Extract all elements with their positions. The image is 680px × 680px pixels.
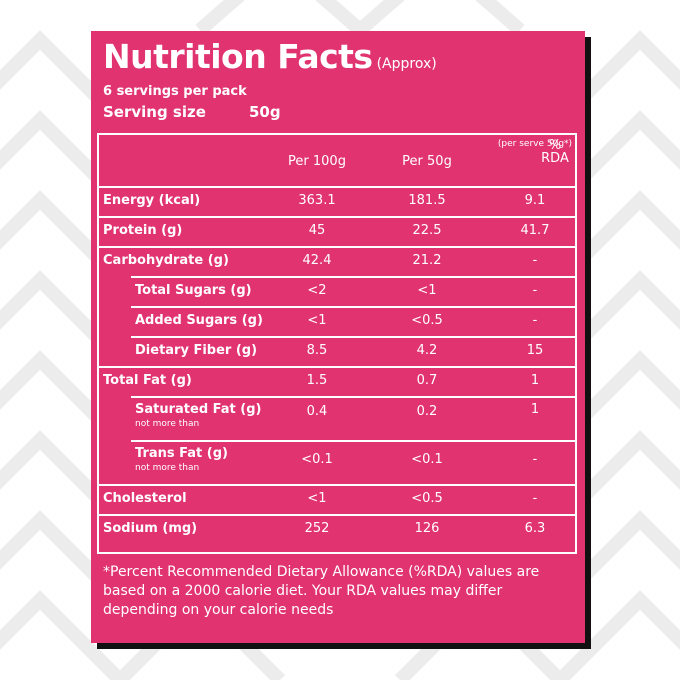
row-note: not more than: [135, 463, 200, 473]
value-rda: -: [532, 313, 538, 328]
divider: [131, 336, 575, 338]
value-rda: 1: [530, 373, 540, 388]
value-per-50g: <0.5: [411, 313, 443, 328]
value-per-100g: 45: [308, 223, 326, 238]
value-rda: -: [532, 253, 538, 268]
row-label: Energy (kcal): [103, 193, 201, 208]
value-per-50g: 181.5: [408, 193, 446, 208]
row-label: Total Sugars (g): [135, 283, 252, 298]
row-label: Dietary Fiber (g): [135, 343, 258, 358]
value-rda: 1: [530, 402, 540, 417]
rda-note: (per serve 50g*): [497, 139, 573, 149]
row-label: Sodium (mg): [103, 521, 198, 536]
rda-label: % RDA: [541, 138, 569, 166]
value-per-100g: 42.4: [302, 253, 332, 268]
value-per-50g: <0.5: [411, 491, 443, 506]
title-row: Nutrition Facts (Approx): [103, 37, 437, 76]
value-per-100g: 1.5: [306, 373, 328, 388]
value-per-50g: 126: [414, 521, 440, 536]
row-label: Cholesterol: [103, 491, 187, 506]
serving-size: Serving size 50g: [103, 103, 281, 121]
value-rda: 15: [526, 343, 544, 358]
divider: [131, 440, 575, 442]
row-label: Saturated Fat (g): [135, 402, 262, 417]
value-rda: -: [532, 283, 538, 298]
row-label: Carbohydrate (g): [103, 253, 229, 268]
value-rda: 41.7: [520, 223, 550, 238]
value-per-50g: 21.2: [412, 253, 442, 268]
row-label: Added Sugars (g): [135, 313, 263, 328]
serving-size-value: 50g: [249, 103, 281, 121]
row-label: Protein (g): [103, 223, 183, 238]
divider: [99, 186, 575, 188]
value-per-100g: 0.4: [306, 404, 328, 419]
value-per-50g: 22.5: [412, 223, 442, 238]
nutrition-table: Per 100g Per 50g % RDA (per serve 50g*) …: [97, 133, 577, 554]
value-per-100g: <0.1: [301, 452, 333, 467]
table-header: Per 100g Per 50g % RDA (per serve 50g*): [99, 135, 575, 188]
value-per-50g: 0.2: [416, 404, 438, 419]
divider: [99, 514, 575, 516]
servings-per-pack: 6 servings per pack: [103, 84, 247, 99]
divider: [131, 306, 575, 308]
divider: [99, 216, 575, 218]
value-per-100g: 252: [304, 521, 330, 536]
value-per-100g: 8.5: [306, 343, 328, 358]
value-per-100g: <1: [307, 313, 327, 328]
column-header-per-100g: Per 100g: [288, 154, 346, 169]
value-rda: -: [532, 452, 538, 467]
row-label: Total Fat (g): [103, 373, 192, 388]
value-per-100g: <1: [307, 491, 327, 506]
nutrition-facts-card: Nutrition Facts (Approx) 6 servings per p…: [91, 31, 585, 643]
value-per-100g: 363.1: [298, 193, 336, 208]
column-header-per-50g: Per 50g: [402, 154, 452, 169]
value-per-50g: 4.2: [416, 343, 438, 358]
divider: [99, 484, 575, 486]
value-rda: 6.3: [524, 521, 546, 536]
value-per-50g: <0.1: [411, 452, 443, 467]
value-per-100g: <2: [307, 283, 327, 298]
serving-size-label: Serving size: [103, 103, 206, 121]
divider: [99, 246, 575, 248]
value-per-50g: <1: [417, 283, 437, 298]
row-note: not more than: [135, 419, 200, 429]
value-rda: -: [532, 491, 538, 506]
divider: [131, 276, 575, 278]
row-label: Trans Fat (g): [135, 446, 228, 461]
title-note: (Approx): [376, 56, 437, 72]
divider: [131, 396, 575, 398]
rda-footnote: *Percent Recommended Dietary Allowance (…: [103, 564, 540, 618]
card-title: Nutrition Facts: [103, 37, 373, 76]
column-header-rda: % RDA (per serve 50g*): [495, 139, 575, 165]
divider: [99, 366, 575, 368]
value-rda: 9.1: [524, 193, 546, 208]
value-per-50g: 0.7: [416, 373, 438, 388]
